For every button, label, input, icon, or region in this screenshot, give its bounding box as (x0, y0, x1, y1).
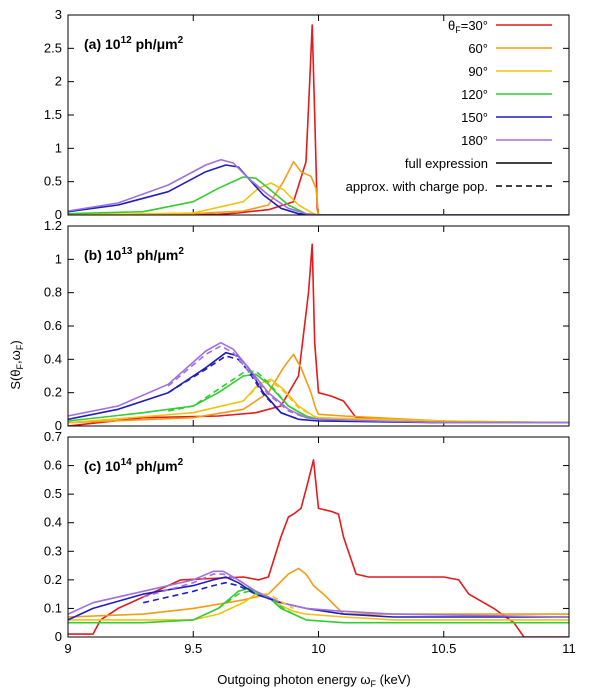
y-tick-label: 0 (55, 629, 62, 644)
y-tick-label: 0.7 (44, 429, 62, 444)
y-tick-label: 0.5 (44, 486, 62, 501)
x-tick-label: 11 (562, 641, 576, 656)
y-tick-label: 3 (55, 7, 62, 22)
legend-approx-label: approx. with charge pop. (346, 179, 488, 194)
y-tick-label: 0.6 (44, 318, 62, 333)
legend-entry-label: 180° (461, 133, 488, 148)
y-axis-label: S(θF,ωF) (8, 340, 25, 389)
x-tick-label: 10 (311, 641, 325, 656)
y-tick-label: 0.2 (44, 572, 62, 587)
series-line-3 (68, 176, 569, 215)
y-tick-label: 0.2 (44, 385, 62, 400)
plot-frame (67, 14, 570, 216)
panel-0: 0 0.5 1 1.5 2 2.5 3 (a) 1012 ph/μm2 (44, 7, 570, 222)
approx-line-4 (167, 355, 299, 421)
panel-2: 0 0.1 0.2 0.3 0.4 0.5 0.6 0.7 9 9.5 10 10.5 11 (c) 10… (44, 429, 576, 656)
approx-line-4 (143, 581, 282, 604)
legend-entry-label: 150° (461, 110, 488, 125)
legend-entry-label: θF=30° (448, 18, 488, 35)
y-tick-label: 0.4 (44, 351, 62, 366)
x-tick-label: 9.5 (184, 641, 202, 656)
y-tick-label: 0.3 (44, 543, 62, 558)
y-tick-label: 0.4 (44, 515, 62, 530)
approx-line-3 (217, 590, 294, 615)
series-line-5 (68, 570, 569, 618)
panel-title: (b) 1013 ph/μm2 (84, 246, 184, 263)
approx-line-2 (193, 380, 314, 417)
y-tick-label: 0 (55, 207, 62, 222)
y-tick-label: 0.8 (44, 285, 62, 300)
legend-full-label: full expression (405, 156, 488, 171)
panel-title: (a) 1012 ph/μm2 (84, 35, 184, 52)
legend-entry-label: 90° (468, 64, 488, 79)
approx-line-5 (142, 573, 282, 604)
y-tick-label: 0.6 (44, 458, 62, 473)
y-tick-label: 2 (55, 74, 62, 89)
approx-line-2 (217, 593, 294, 615)
legend-entry-label: 120° (461, 87, 488, 102)
panel-1: 0 0.2 0.4 0.6 0.8 1 1.2 (b) 1013 ph/μm2 (44, 218, 570, 433)
x-axis-label: Outgoing photon energy ωF (keV) (217, 672, 410, 689)
panel-title: (c) 1014 ph/μm2 (84, 457, 184, 474)
y-tick-label: 0.1 (44, 600, 62, 615)
series-line-0 (68, 243, 569, 426)
series-line-3 (68, 373, 569, 424)
legend-entry-label: 60° (468, 41, 488, 56)
series-line-5 (68, 158, 569, 215)
approx-line-5 (167, 345, 307, 419)
series-line-1 (68, 353, 569, 424)
y-tick-label: 1.2 (44, 218, 62, 233)
legend: θF=30° 60° 90° 120° 150° 180° full expression a… (346, 18, 552, 194)
y-tick-label: 1 (55, 140, 62, 155)
series-line-0 (68, 24, 569, 215)
y-tick-label: 2.5 (44, 40, 62, 55)
x-tick-label: 9 (64, 641, 71, 656)
series-line-5 (68, 341, 569, 424)
series-line-4 (68, 576, 569, 621)
x-tick-label: 10.5 (431, 641, 456, 656)
plot-frame (67, 225, 570, 427)
y-tick-label: 0 (55, 418, 62, 433)
series-line-2 (68, 182, 569, 215)
y-tick-label: 1 (55, 251, 62, 266)
y-tick-label: 0.5 (44, 174, 62, 189)
plot-frame (67, 436, 570, 638)
series-line-1 (68, 160, 569, 215)
y-tick-label: 1.5 (44, 107, 62, 122)
